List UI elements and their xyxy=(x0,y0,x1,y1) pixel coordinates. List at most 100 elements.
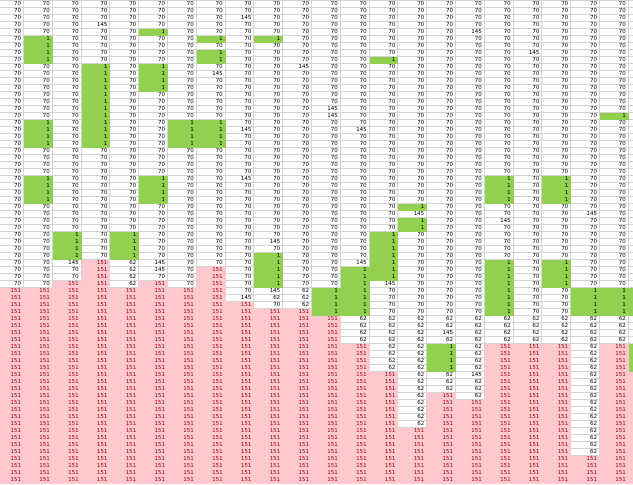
cell[interactable]: 70 xyxy=(52,8,82,16)
cell[interactable]: 62 xyxy=(340,330,370,338)
cell-highlight-pink[interactable]: 151 xyxy=(513,358,543,366)
cell-highlight-pink[interactable]: 151 xyxy=(340,442,370,450)
cell-highlight-pink[interactable]: 151 xyxy=(52,421,82,429)
cell[interactable]: 70 xyxy=(110,29,140,37)
cell-highlight-pink[interactable] xyxy=(628,372,633,380)
cell[interactable]: 70 xyxy=(225,288,255,296)
cell-highlight-pink[interactable]: 151 xyxy=(24,330,53,338)
cell-highlight-pink[interactable]: 151 xyxy=(139,372,168,380)
cell-highlight-pink[interactable]: 151 xyxy=(456,456,485,464)
cell-highlight-pink[interactable]: 151 xyxy=(369,435,399,443)
cell-highlight-pink[interactable]: 151 xyxy=(81,414,111,422)
cell[interactable]: 70 xyxy=(427,239,456,247)
cell-highlight-pink[interactable]: 151 xyxy=(196,330,226,338)
cell[interactable]: 70 xyxy=(369,50,399,58)
cell[interactable]: 70 xyxy=(52,57,82,65)
cell-highlight-pink[interactable]: 151 xyxy=(600,379,629,387)
cell-highlight-pink[interactable]: 151 xyxy=(168,407,197,415)
cell[interactable]: 70 xyxy=(398,309,428,317)
cell-highlight-pink[interactable]: 151 xyxy=(513,477,543,485)
cell[interactable]: 70 xyxy=(513,288,543,296)
cell-highlight-green[interactable]: 1 xyxy=(312,302,341,310)
cell-highlight-green[interactable] xyxy=(628,351,633,359)
cell-highlight-green[interactable]: 1 xyxy=(571,309,600,317)
cell-highlight-pink[interactable]: 151 xyxy=(456,414,485,422)
cell-highlight-pink[interactable] xyxy=(628,421,633,429)
cell[interactable]: 70 xyxy=(196,253,226,261)
cell[interactable]: 70 xyxy=(24,0,53,2)
cell-highlight-green[interactable]: 1 xyxy=(139,183,168,191)
cell[interactable]: 70 xyxy=(340,225,370,233)
cell-highlight-green[interactable] xyxy=(628,288,633,296)
cell-highlight-pink[interactable]: 151 xyxy=(254,309,284,317)
cell[interactable]: 70 xyxy=(369,106,399,114)
cell[interactable]: 70 xyxy=(484,71,514,79)
cell-highlight-pink[interactable]: 151 xyxy=(52,344,82,352)
cell-highlight-green[interactable]: 1 xyxy=(24,43,53,51)
cell-highlight-pink[interactable]: 151 xyxy=(456,477,485,485)
cell-highlight-pink[interactable]: 151 xyxy=(484,379,514,387)
cell-highlight-pink[interactable]: 151 xyxy=(24,435,53,443)
cell[interactable]: 70 xyxy=(571,155,600,163)
cell-highlight-pink[interactable]: 151 xyxy=(24,463,53,471)
cell-highlight-pink[interactable]: 151 xyxy=(139,435,168,443)
cell-highlight-pink[interactable]: 151 xyxy=(283,477,312,485)
cell-highlight-pink[interactable]: 151 xyxy=(139,302,168,310)
cell[interactable]: 62 xyxy=(456,330,485,338)
cell-highlight-pink[interactable]: 151 xyxy=(81,435,111,443)
cell[interactable]: 70 xyxy=(24,148,53,156)
cell[interactable]: 70 xyxy=(600,141,629,149)
cell[interactable]: 70 xyxy=(484,162,514,170)
cell[interactable]: 70 xyxy=(254,162,284,170)
cell[interactable]: 70 xyxy=(52,218,82,226)
cell-highlight-pink[interactable]: 151 xyxy=(542,379,572,387)
cell-highlight-pink[interactable]: 151 xyxy=(225,400,255,408)
cell[interactable]: 70 xyxy=(312,232,341,240)
cell[interactable]: 70 xyxy=(513,141,543,149)
cell[interactable]: 70 xyxy=(484,169,514,177)
cell[interactable]: 70 xyxy=(81,57,111,65)
cell-highlight-pink[interactable]: 151 xyxy=(571,463,600,471)
cell[interactable]: 70 xyxy=(168,22,197,30)
cell[interactable]: 145 xyxy=(427,330,456,338)
cell[interactable]: 70 xyxy=(542,120,572,128)
cell-highlight-pink[interactable]: 151 xyxy=(0,379,24,387)
cell-highlight-green[interactable]: 1 xyxy=(24,176,53,184)
cell[interactable] xyxy=(628,92,633,100)
cell[interactable]: 70 xyxy=(340,71,370,79)
cell[interactable]: 70 xyxy=(52,99,82,107)
cell[interactable]: 70 xyxy=(513,239,543,247)
cell[interactable]: 70 xyxy=(81,43,111,51)
cell[interactable]: 70 xyxy=(427,260,456,268)
cell-highlight-pink[interactable]: 151 xyxy=(168,428,197,436)
cell[interactable]: 70 xyxy=(340,204,370,212)
cell[interactable] xyxy=(628,22,633,30)
cell[interactable]: 62 xyxy=(369,358,399,366)
cell-highlight-pink[interactable]: 151 xyxy=(484,400,514,408)
cell-highlight-pink[interactable]: 151 xyxy=(340,351,370,359)
cell-highlight-pink[interactable]: 151 xyxy=(196,477,226,485)
cell[interactable]: 70 xyxy=(571,260,600,268)
cell[interactable] xyxy=(628,323,633,331)
cell-highlight-green[interactable]: 1 xyxy=(81,92,111,100)
cell[interactable]: 70 xyxy=(600,169,629,177)
cell-highlight-pink[interactable]: 151 xyxy=(168,330,197,338)
cell-highlight-pink[interactable]: 151 xyxy=(340,435,370,443)
cell[interactable]: 70 xyxy=(542,57,572,65)
cell[interactable]: 70 xyxy=(571,113,600,121)
cell[interactable]: 70 xyxy=(340,246,370,254)
cell[interactable]: 70 xyxy=(513,190,543,198)
cell[interactable]: 70 xyxy=(484,120,514,128)
cell[interactable]: 70 xyxy=(110,204,140,212)
cell[interactable]: 62 xyxy=(571,372,600,380)
cell[interactable]: 70 xyxy=(225,225,255,233)
cell-highlight-green[interactable]: 1 xyxy=(398,204,428,212)
cell-highlight-green[interactable]: 1 xyxy=(139,78,168,86)
cell-highlight-pink[interactable]: 151 xyxy=(484,435,514,443)
cell[interactable]: 70 xyxy=(283,204,312,212)
cell[interactable]: 70 xyxy=(81,0,111,2)
cell-highlight-pink[interactable]: 151 xyxy=(24,344,53,352)
cell-highlight-pink[interactable]: 151 xyxy=(600,428,629,436)
cell[interactable]: 70 xyxy=(254,50,284,58)
cell[interactable]: 70 xyxy=(427,211,456,219)
